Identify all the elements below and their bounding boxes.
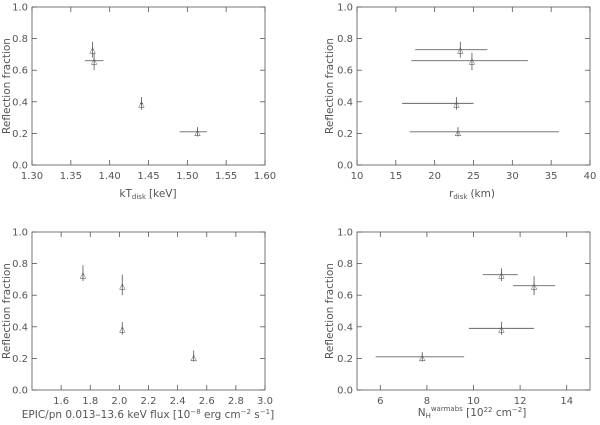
data-point: △ [119, 324, 126, 333]
x-tick-label: 10 [467, 396, 480, 407]
data-point: △ [80, 271, 87, 280]
x-tick-label: 10 [351, 171, 364, 182]
plot-frame [356, 6, 591, 166]
x-tick-label: 35 [545, 171, 558, 182]
data-point: △ [194, 128, 201, 137]
data-point: △ [455, 128, 462, 137]
data-point: △ [138, 99, 145, 108]
y-tick-label: 1.0 [337, 3, 353, 14]
data-point: △ [90, 46, 97, 55]
y-tick-label: 0.4 [12, 97, 28, 108]
panel-kt-disk: 0.00.20.40.60.81.0 1.30 1.35 1.40 1.45 1.50 1… [1, 3, 276, 202]
x-axis-label: kTdisk [keV] [119, 188, 176, 201]
x-ticks: 6 8 10 12 14 [377, 232, 573, 407]
data-point: △ [498, 271, 505, 280]
x-tick-label: 3.0 [257, 396, 273, 407]
x-tick-label: 20 [428, 171, 441, 182]
y-tick-label: 0.2 [12, 354, 28, 365]
y-tick-label: 1.0 [12, 3, 28, 14]
data-marks: △ △ △ △ [84, 41, 207, 137]
y-tick-label: 0.0 [12, 161, 28, 172]
data-point: △ [119, 282, 126, 291]
data-point: △ [91, 57, 98, 66]
y-tick-label: 0.0 [12, 386, 28, 397]
y-tick-label: 0.2 [337, 129, 353, 140]
data-point: △ [419, 353, 426, 362]
y-tick-label: 0.6 [337, 66, 353, 77]
y-axis-label: Reflection fraction [324, 38, 336, 134]
x-tick-label: 14 [560, 396, 573, 407]
y-ticks: 0.0 0.2 0.4 0.6 0.8 1.0 [12, 3, 265, 172]
panel-nh-warmabs: 0.0 0.2 0.4 0.6 0.8 1.0 6 8 10 12 14 △ △ △ △ Reflect… [324, 228, 591, 420]
x-tick-label: 25 [467, 171, 480, 182]
y-tick-label: 1.0 [12, 228, 28, 239]
x-tick-label: 15 [389, 171, 402, 182]
y-tick-label: 1.0 [337, 228, 353, 239]
data-point: △ [469, 57, 476, 66]
data-point: △ [498, 324, 505, 333]
x-tick-label: 1.45 [137, 171, 159, 182]
y-ticks: 0.0 0.2 0.4 0.6 0.8 1.0 [337, 3, 590, 172]
x-tick-label: 1.60 [254, 171, 276, 182]
y-tick-label: 0.6 [12, 291, 28, 302]
y-tick-label: 0.4 [337, 97, 353, 108]
y-axis-label: Reflection fraction [1, 38, 13, 134]
data-point: △ [453, 99, 460, 108]
y-tick-label: 0.0 [337, 386, 353, 397]
y-tick-label: 0.4 [12, 322, 28, 333]
y-axis-label: Reflection fraction [1, 263, 13, 359]
data-marks: △ △ △ △ [402, 41, 559, 137]
x-tick-label: 1.6 [53, 396, 69, 407]
x-tick-label: 1.50 [176, 171, 198, 182]
x-tick-label: 1.55 [215, 171, 237, 182]
y-tick-label: 0.0 [337, 161, 353, 172]
x-tick-label: 12 [514, 396, 527, 407]
x-tick-label: 6 [377, 396, 383, 407]
plot-frame [356, 231, 591, 391]
data-marks: △ △ △ △ [80, 265, 198, 362]
y-axis-label: Reflection fraction [324, 263, 336, 359]
y-tick-label: 0.2 [337, 354, 353, 365]
x-ticks: 10 15 20 25 30 35 40 [351, 7, 597, 182]
x-tick-label: 1.40 [99, 171, 121, 182]
y-tick-label: 0.4 [337, 322, 353, 333]
x-tick-label: 30 [506, 171, 519, 182]
data-point: △ [191, 353, 198, 362]
x-tick-label: 1.35 [60, 171, 82, 182]
y-tick-label: 0.8 [337, 259, 353, 270]
y-tick-label: 0.8 [337, 34, 353, 45]
y-tick-label: 0.8 [12, 34, 28, 45]
y-ticks: 0.0 0.2 0.4 0.6 0.8 1.0 [12, 228, 265, 397]
x-tick-label: 8 [424, 396, 430, 407]
y-tick-label: 0.2 [12, 129, 28, 140]
x-tick-label: 2.4 [170, 396, 186, 407]
plot-frame [31, 231, 266, 391]
y-tick-label: 0.6 [12, 66, 28, 77]
x-tick-label: 2.2 [141, 396, 157, 407]
panel-flux: 0.0 0.2 0.4 0.6 0.8 1.0 1.6 1.8 2.0 2.2 2.4 2.6 2.8… [1, 228, 274, 422]
data-marks: △ △ △ △ [375, 268, 556, 362]
x-axis-label: rdisk (km) [449, 188, 495, 201]
x-tick-label: 40 [584, 171, 597, 182]
x-ticks: 1.30 1.35 1.40 1.45 1.50 1.55 1.60 [21, 7, 276, 182]
x-tick-label: 2.0 [111, 396, 127, 407]
y-tick-label: 0.8 [12, 259, 28, 270]
x-tick-label: 2.6 [199, 396, 215, 407]
data-point: △ [531, 282, 538, 291]
x-tick-label: 1.30 [21, 171, 43, 182]
plot-frame [31, 6, 266, 166]
panel-r-disk: 0.0 0.2 0.4 0.6 0.8 1.0 10 15 20 25 30 35 40 △ △ △ △ R… [324, 3, 596, 202]
x-tick-label: 1.8 [82, 396, 98, 407]
x-axis-label: EPIC/pn 0.013–13.6 keV flux [10−8 erg cm… [22, 408, 274, 421]
x-ticks: 1.6 1.8 2.0 2.2 2.4 2.6 2.8 3.0 [53, 232, 273, 407]
y-ticks: 0.0 0.2 0.4 0.6 0.8 1.0 [337, 228, 590, 397]
y-tick-label: 0.6 [337, 291, 353, 302]
x-axis-label: NHwarmabs [1022 cm−2] [418, 405, 527, 420]
x-tick-label: 2.8 [228, 396, 244, 407]
data-point: △ [457, 46, 464, 55]
